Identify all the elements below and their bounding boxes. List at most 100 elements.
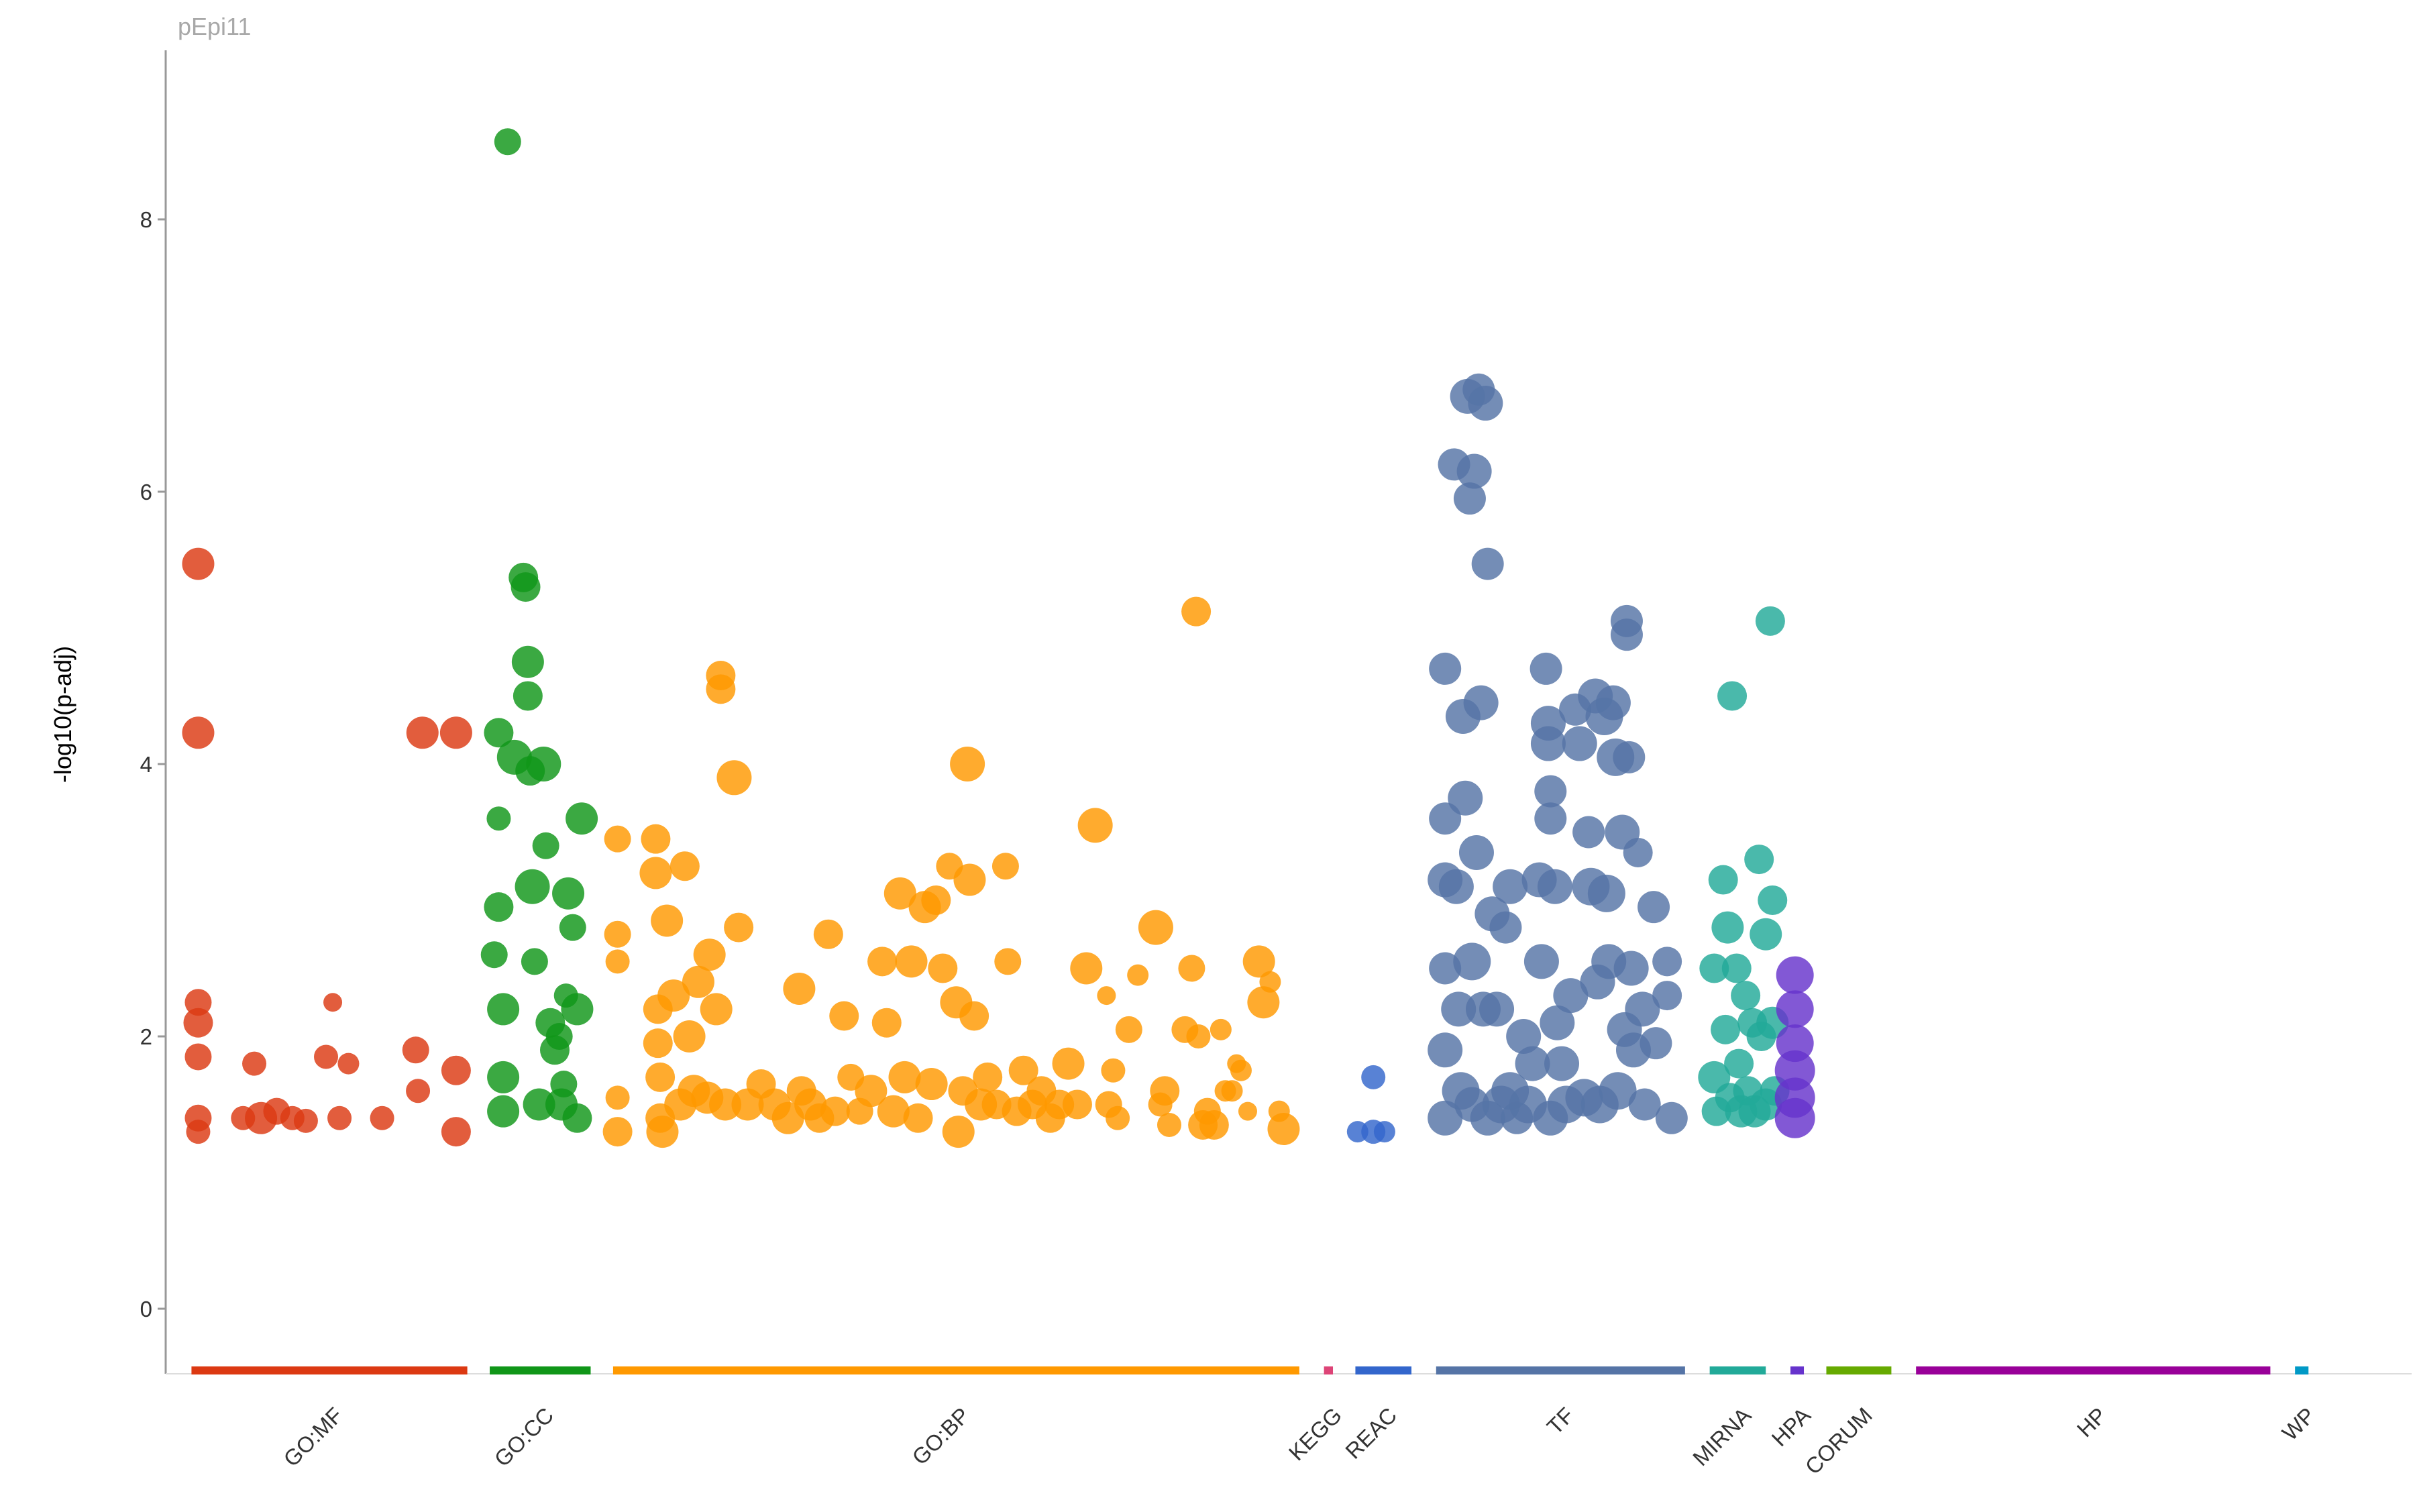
data-point-go-bp	[950, 747, 985, 781]
data-point-tf	[1493, 869, 1528, 904]
data-point-go-bp	[903, 1103, 933, 1133]
data-point-tf	[1599, 1072, 1637, 1110]
data-point-go-bp	[1230, 1059, 1252, 1081]
data-point-go-cc	[484, 718, 514, 748]
data-point-go-cc	[559, 914, 586, 941]
data-point-go-mf	[242, 1051, 267, 1076]
data-point-tf	[1489, 911, 1522, 944]
source-label-wp: WP	[2277, 1403, 2320, 1446]
data-point-go-cc	[513, 681, 543, 711]
data-point-go-mf	[314, 1044, 339, 1069]
data-point-go-bp	[651, 904, 684, 937]
data-point-tf	[1652, 981, 1682, 1011]
data-point-go-bp	[1267, 1113, 1300, 1146]
data-point-tf	[1534, 802, 1567, 835]
y-tick-label: 6	[140, 480, 152, 504]
data-point-go-bp	[973, 1062, 1003, 1092]
data-point-go-bp	[709, 1088, 742, 1121]
data-point-go-bp	[1238, 1101, 1257, 1121]
source-label-hp: HP	[2072, 1403, 2112, 1442]
data-point-tf	[1438, 869, 1474, 904]
data-point-reac	[1361, 1065, 1386, 1089]
data-point-tf	[1534, 775, 1567, 808]
source-label-go-cc: GO:CC	[490, 1403, 559, 1472]
data-point-go-bp	[700, 993, 733, 1026]
data-point-go-bp	[605, 1085, 630, 1110]
data-point-go-cc	[521, 948, 548, 975]
data-point-go-cc	[552, 877, 585, 910]
data-point-go-bp	[1178, 955, 1205, 982]
data-point-tf	[1428, 1032, 1463, 1068]
data-point-go-mf	[327, 1105, 352, 1130]
data-point-tf	[1638, 891, 1670, 924]
data-point-go-bp	[643, 1028, 673, 1059]
y-tick-label: 2	[140, 1024, 152, 1049]
data-point-go-bp	[639, 857, 672, 889]
data-point-tf	[1428, 1100, 1463, 1136]
data-point-tf	[1595, 685, 1631, 720]
data-point-go-mf	[406, 1079, 431, 1103]
data-point-go-bp	[669, 851, 700, 881]
data-point-go-bp	[1097, 986, 1116, 1006]
data-point-tf	[1429, 952, 1462, 985]
data-point-go-mf	[406, 716, 439, 749]
data-point-tf	[1463, 685, 1499, 720]
data-point-go-bp	[716, 760, 752, 796]
source-bar-tf	[1436, 1366, 1685, 1374]
data-point-go-bp	[1106, 1105, 1130, 1130]
data-point-go-bp	[871, 1008, 902, 1038]
data-point-go-cc	[487, 1061, 520, 1093]
data-point-go-bp	[602, 1117, 633, 1147]
data-point-go-bp	[959, 1001, 989, 1031]
data-point-tf	[1471, 547, 1504, 580]
data-point-go-mf	[293, 1108, 318, 1133]
data-point-go-cc	[484, 892, 514, 922]
data-point-go-bp	[646, 1116, 679, 1148]
data-point-go-bp	[1077, 808, 1113, 843]
data-point-tf	[1540, 1005, 1575, 1040]
data-point-mirna	[1699, 953, 1729, 983]
data-point-go-cc	[515, 869, 550, 904]
data-point-go-mf	[323, 993, 343, 1012]
data-point-mirna	[1711, 1014, 1741, 1044]
data-point-go-cc	[486, 806, 511, 831]
source-label-reac: REAC	[1340, 1403, 1401, 1464]
data-point-go-cc	[480, 941, 508, 969]
source-bar-hp	[1916, 1366, 2271, 1374]
data-point-go-mf	[184, 989, 212, 1016]
data-point-mirna	[1721, 953, 1752, 983]
data-point-tf	[1515, 1046, 1550, 1081]
data-point-go-bp	[673, 1020, 706, 1052]
data-point-go-bp	[706, 674, 736, 704]
data-point-go-bp	[1115, 1016, 1142, 1043]
data-point-go-mf	[441, 1055, 471, 1085]
data-point-tf	[1453, 482, 1486, 515]
source-label-mirna: MIRNA	[1688, 1403, 1756, 1470]
data-point-go-bp	[1052, 1047, 1085, 1080]
data-point-tf	[1453, 942, 1491, 981]
data-point-go-bp	[1150, 1076, 1180, 1106]
data-point-tf	[1441, 991, 1477, 1027]
data-point-go-bp	[1247, 986, 1280, 1019]
source-bars	[191, 1366, 2309, 1374]
data-point-go-bp	[813, 919, 843, 949]
data-point-go-cc	[494, 128, 521, 156]
data-point-hpa	[1776, 956, 1814, 994]
data-point-go-bp	[915, 1068, 948, 1101]
data-point-tf	[1448, 780, 1483, 816]
data-point-go-mf	[402, 1036, 429, 1064]
data-point-go-bp	[1186, 1024, 1211, 1048]
source-bar-go-mf	[191, 1366, 468, 1374]
data-point-go-mf	[182, 716, 215, 749]
data-point-go-bp	[604, 920, 631, 948]
data-point-go-bp	[855, 1075, 888, 1108]
source-label-kegg: KEGG	[1284, 1403, 1347, 1466]
data-point-go-bp	[1070, 952, 1103, 985]
data-point-tf	[1640, 1027, 1672, 1060]
data-point-tf	[1655, 1101, 1688, 1134]
data-point-go-bp	[1181, 596, 1212, 627]
source-label-corum: CORUM	[1801, 1403, 1877, 1479]
data-point-tf	[1623, 837, 1653, 867]
data-point-go-bp	[895, 945, 928, 978]
data-point-tf	[1652, 947, 1682, 977]
